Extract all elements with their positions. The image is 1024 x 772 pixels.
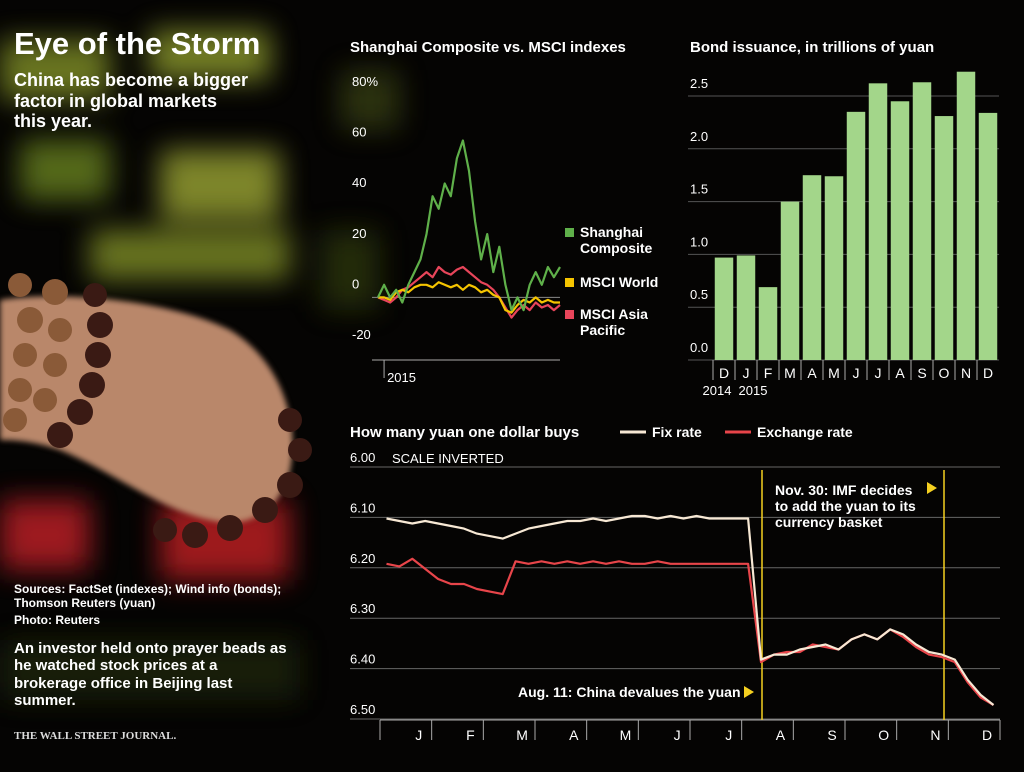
x-tick-label: D	[982, 727, 992, 743]
bar	[912, 82, 932, 360]
y-tick-label: 6.40	[350, 652, 375, 667]
bar	[758, 287, 778, 360]
bar	[824, 176, 844, 360]
y-tick-label: 60	[352, 125, 366, 140]
legend-label: MSCI World	[580, 274, 659, 290]
x-tick-label: J	[853, 365, 860, 381]
x-tick-label: F	[764, 365, 773, 381]
annotation: Aug. 11: China devalues the yuan	[518, 684, 741, 700]
x-tick-label: J	[674, 727, 681, 743]
x-tick-label: N	[930, 727, 940, 743]
x-tick-label: J	[725, 727, 732, 743]
x-tick-label: 2015	[387, 370, 416, 385]
x-tick-label: M	[516, 727, 528, 743]
x-tick-label: A	[776, 727, 786, 743]
y-tick-label: 0.0	[690, 340, 708, 355]
x-tick-label: N	[961, 365, 971, 381]
x-tick-label: S	[917, 365, 926, 381]
x-tick-label: M	[620, 727, 632, 743]
y-tick-label: 6.20	[350, 551, 375, 566]
bar	[956, 71, 976, 360]
x-tick-label: A	[895, 365, 905, 381]
y-tick-label: 6.10	[350, 500, 375, 515]
hand	[0, 273, 312, 548]
photo-credit: Photo: Reuters	[14, 613, 101, 627]
bar	[780, 201, 800, 360]
y-tick-label: 0.5	[690, 287, 708, 302]
y-tick-label: 0	[352, 276, 359, 291]
x-tick-label: D	[719, 365, 729, 381]
chart-subtitle: SCALE INVERTED	[392, 451, 504, 466]
title: Eye of the Storm	[14, 26, 261, 61]
y-tick-label: 6.30	[350, 601, 375, 616]
x-sublabel: 2015	[739, 383, 768, 398]
bar	[978, 112, 998, 361]
bar	[890, 101, 910, 360]
y-tick-label: 40	[352, 175, 366, 190]
y-tick-label: 6.00	[350, 450, 375, 465]
annotation: Nov. 30: IMF decides to add the yuan to …	[775, 482, 916, 531]
y-tick-label: 6.50	[350, 702, 375, 717]
chart-title: How many yuan one dollar buys	[350, 424, 579, 441]
x-tick-label: O	[878, 727, 889, 743]
x-tick-label: A	[807, 365, 817, 381]
annotation-arrow	[744, 686, 754, 698]
x-tick-label: J	[743, 365, 750, 381]
legend-swatch	[565, 310, 574, 319]
bar	[934, 116, 954, 361]
x-tick-label: D	[983, 365, 993, 381]
legend-swatch	[565, 278, 574, 287]
legend-swatch	[565, 228, 574, 237]
x-tick-label: M	[784, 365, 796, 381]
line-series	[378, 281, 560, 314]
bar	[846, 111, 866, 360]
chart-title: Bond issuance, in trillions of yuan	[690, 39, 934, 56]
bar	[714, 257, 734, 360]
y-tick-label: 1.0	[690, 234, 708, 249]
y-tick-label: 20	[352, 226, 366, 241]
bar	[736, 255, 756, 360]
x-tick-label: A	[569, 727, 579, 743]
y-tick-label: 80%	[352, 74, 378, 89]
x-tick-label: O	[939, 365, 950, 381]
x-tick-label: J	[415, 727, 422, 743]
x-tick-label: S	[827, 727, 836, 743]
caption: An investor held onto prayer beads as he…	[14, 640, 287, 709]
chart-title: Shanghai Composite vs. MSCI indexes	[350, 39, 626, 56]
annotation-arrow	[927, 482, 937, 494]
y-tick-label: 2.5	[690, 76, 708, 91]
line-series	[386, 514, 995, 706]
legend-label: Shanghai Composite	[580, 224, 653, 257]
publisher: THE WALL STREET JOURNAL.	[14, 730, 176, 742]
subtitle: China has become a bigger factor in glob…	[14, 70, 249, 132]
y-tick-label: 1.5	[690, 182, 708, 197]
sources: Sources: FactSet (indexes); Wind info (b…	[14, 582, 282, 610]
x-tick-label: M	[828, 365, 840, 381]
line-series	[377, 139, 561, 312]
y-tick-label: -20	[352, 327, 371, 342]
legend-label: MSCI Asia Pacific	[580, 306, 648, 339]
bar	[868, 83, 888, 360]
legend-label: Exchange rate	[757, 424, 853, 440]
x-tick-label: F	[466, 727, 475, 743]
x-sublabel: 2014	[703, 383, 732, 398]
legend-label: Fix rate	[652, 424, 702, 440]
y-tick-label: 2.0	[690, 129, 708, 144]
x-tick-label: J	[875, 365, 882, 381]
bar	[802, 175, 822, 360]
